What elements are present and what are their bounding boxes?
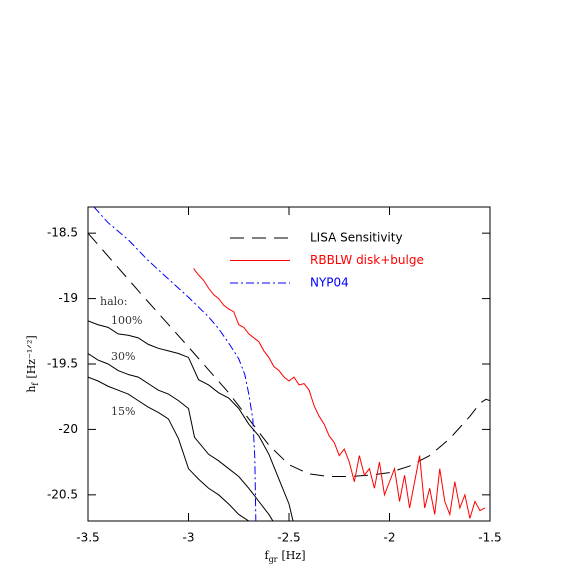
annotation: 30% [111,350,135,363]
y-tick-label: -19 [58,291,78,305]
x-tick-label: -2.5 [277,531,300,545]
series-line [88,232,490,478]
annotation: halo: [100,295,128,308]
x-label-unit: [Hz] [282,549,306,562]
legend-label: LISA Sensitivity [310,231,403,245]
y-axis-label: hf [Hz⁻¹ᐟ²] [25,335,40,392]
y-tick-label: -20 [58,422,78,436]
series-line [93,207,257,521]
y-tick-label: -20.5 [47,487,78,501]
y-label-sub: f [31,382,40,386]
y-label-main: h [25,386,38,393]
series-line [88,353,274,521]
series-line [88,320,294,521]
series-line [193,268,486,519]
y-label-unit: [Hz⁻¹ᐟ²] [25,335,38,378]
legend-label: NYP04 [310,276,349,290]
series-line [88,376,250,521]
legend-label: RBBLW disk+bulge [310,253,424,267]
x-tick-label: -2 [384,531,396,545]
x-label-sub: gr [269,555,278,564]
plot-area [88,207,490,521]
annotation: 100% [111,314,142,327]
x-label-main: f [264,549,269,562]
plot-frame [87,206,491,522]
y-tick-label: -18.5 [47,226,78,240]
x-axis-label: fgr [Hz] [264,549,305,564]
x-tick-label: -1.5 [478,531,501,545]
x-tick-label: -3.5 [76,531,99,545]
y-tick-label: -19.5 [47,357,78,371]
x-tick-label: -3 [183,531,195,545]
annotation: 15% [111,405,135,418]
